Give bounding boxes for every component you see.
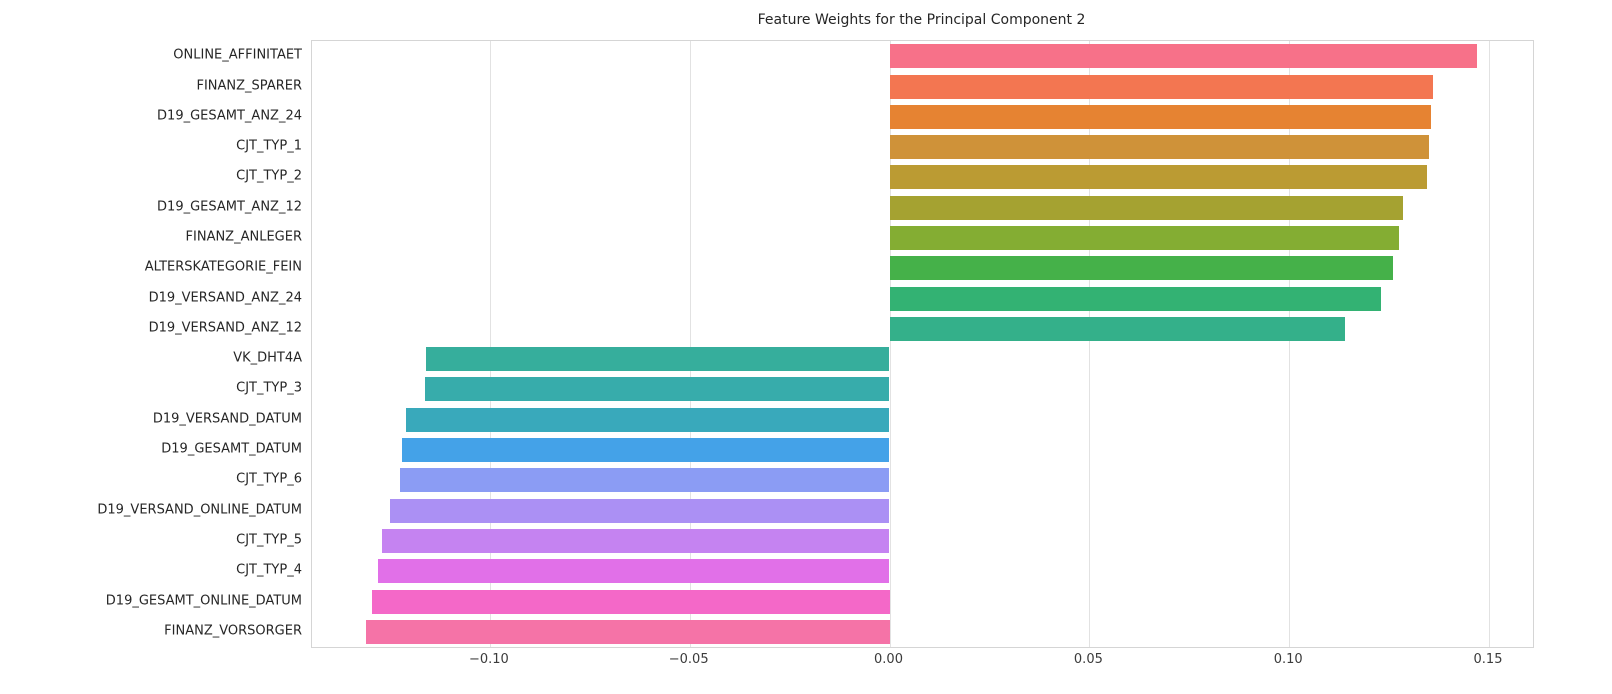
x-tick-label: −0.10: [468, 652, 509, 667]
bar-d19_versand_anz_12: [889, 316, 1346, 341]
x-tick-label: 0.05: [1073, 652, 1103, 667]
y-axis-label: D19_VERSAND_ONLINE_DATUM: [97, 502, 302, 518]
chart-title: Feature Weights for the Principal Compon…: [757, 12, 1086, 28]
y-axis-label: CJT_TYP_1: [236, 138, 302, 154]
bar-cjt_typ_6: [399, 468, 890, 493]
y-axis-label: D19_GESAMT_DATUM: [161, 441, 302, 457]
y-axis-label: D19_GESAMT_ANZ_24: [157, 108, 302, 124]
y-axis-label: FINANZ_ANLEGER: [185, 229, 302, 245]
bar-d19_gesamt_online_datum: [372, 589, 890, 614]
x-tick-label: 0.15: [1473, 652, 1503, 667]
bar-alterskategorie_fein: [889, 256, 1394, 281]
x-axis-ticks: −0.10 −0.05 0.00 0.05 0.10 0.15: [311, 652, 1532, 672]
y-axis-label: D19_GESAMT_ONLINE_DATUM: [105, 593, 302, 608]
x-tick-label: 0.10: [1273, 652, 1303, 667]
bar-vk_dht4a: [425, 347, 890, 372]
bar-cjt_typ_3: [425, 377, 890, 402]
bar-d19_versand_online_datum: [389, 498, 890, 523]
bar-cjt_typ_1: [889, 135, 1430, 160]
y-axis-label: CJT_TYP_6: [236, 471, 302, 487]
gridline: [1089, 41, 1091, 647]
bar-d19_versand_datum: [405, 407, 890, 432]
y-axis-label: CJT_TYP_3: [236, 380, 302, 396]
bar-d19_versand_anz_24: [889, 286, 1382, 311]
bar-finanz_sparer: [889, 74, 1434, 99]
gridline: [689, 41, 691, 647]
bar-cjt_typ_4: [377, 559, 890, 584]
bar-d19_gesamt_anz_24: [889, 104, 1432, 129]
gridline: [489, 41, 491, 647]
bar-d19_gesamt_anz_12: [889, 195, 1404, 220]
plot-area: [311, 40, 1534, 648]
y-axis-label: ALTERSKATEGORIE_FEIN: [144, 259, 302, 275]
bar-cjt_typ_2: [889, 165, 1428, 190]
y-axis-label: D19_VERSAND_ANZ_24: [148, 290, 302, 306]
y-axis-label: VK_DHT4A: [233, 350, 302, 366]
y-axis-label: D19_GESAMT_ANZ_12: [157, 199, 302, 215]
gridline: [1489, 41, 1490, 647]
x-tick-label: −0.05: [668, 652, 709, 667]
y-axis-label: CJT_TYP_2: [236, 168, 302, 184]
y-axis-label: D19_VERSAND_DATUM: [152, 411, 302, 427]
y-axis-label: FINANZ_VORSORGER: [164, 623, 302, 639]
bar-finanz_anleger: [889, 226, 1400, 250]
y-axis-label: CJT_TYP_5: [236, 532, 302, 548]
y-axis-label: ONLINE_AFFINITAET: [173, 47, 302, 63]
y-axis-label: CJT_TYP_4: [236, 562, 302, 578]
y-axis-labels: ONLINE_AFFINITAET FINANZ_SPARER D19_GESAMT…: [0, 40, 302, 646]
bar-d19_gesamt_datum: [401, 438, 890, 463]
y-axis-label: D19_VERSAND_ANZ_12: [148, 320, 302, 336]
x-tick-label: 0.00: [874, 652, 903, 667]
bar-online_affinitaet: [889, 44, 1477, 69]
bar-cjt_typ_5: [381, 528, 890, 553]
gridline: [889, 41, 891, 647]
gridline: [1289, 41, 1291, 647]
bar-finanz_vorsorger: [366, 619, 890, 644]
y-axis-label: FINANZ_SPARER: [196, 78, 303, 93]
